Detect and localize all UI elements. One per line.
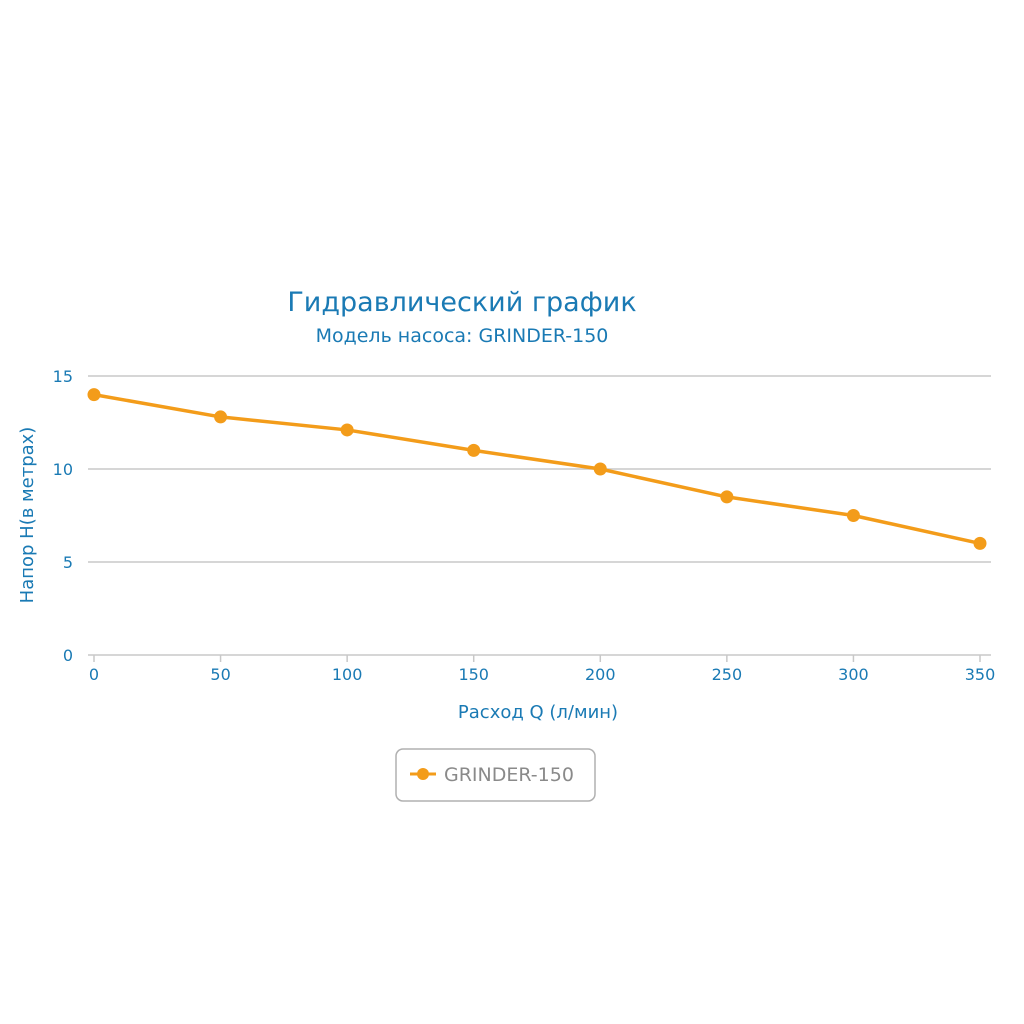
data-point	[87, 388, 101, 402]
legend[interactable]: GRINDER-150	[395, 748, 596, 802]
y-axis-title: Напор H(в метрах)	[17, 427, 38, 604]
x-tick-label: 350	[965, 665, 996, 684]
grid-layer	[88, 375, 991, 563]
x-tick-label: 300	[838, 665, 869, 684]
legend-series-label[interactable]: GRINDER-150	[444, 764, 574, 786]
data-point	[214, 410, 228, 424]
chart-subtitle: Модель насоса: GRINDER-150	[316, 325, 609, 347]
y-tick-label: 10	[53, 460, 73, 479]
data-point	[340, 423, 354, 437]
x-tick-label: 250	[712, 665, 743, 684]
data-point	[467, 443, 481, 457]
y-tick-label: 15	[53, 367, 73, 386]
x-tick-label: 150	[458, 665, 489, 684]
data-point	[720, 490, 734, 504]
x-tick-label: 100	[332, 665, 363, 684]
legend-series-marker	[417, 768, 429, 780]
x-axis-title: Расход Q (л/мин)	[458, 702, 618, 723]
y-tick-label: 0	[63, 646, 73, 665]
series-line	[93, 392, 981, 546]
chart-title: Гидравлический график	[287, 287, 636, 318]
series-layer	[87, 388, 987, 550]
x-tick-label: 50	[210, 665, 230, 684]
x-tick-label: 0	[89, 665, 99, 684]
legend-box	[395, 748, 596, 802]
y-tick-label: 5	[63, 553, 73, 572]
data-point	[846, 509, 860, 522]
data-point	[593, 462, 607, 476]
x-tick-label: 200	[585, 665, 616, 684]
data-point	[973, 536, 987, 550]
